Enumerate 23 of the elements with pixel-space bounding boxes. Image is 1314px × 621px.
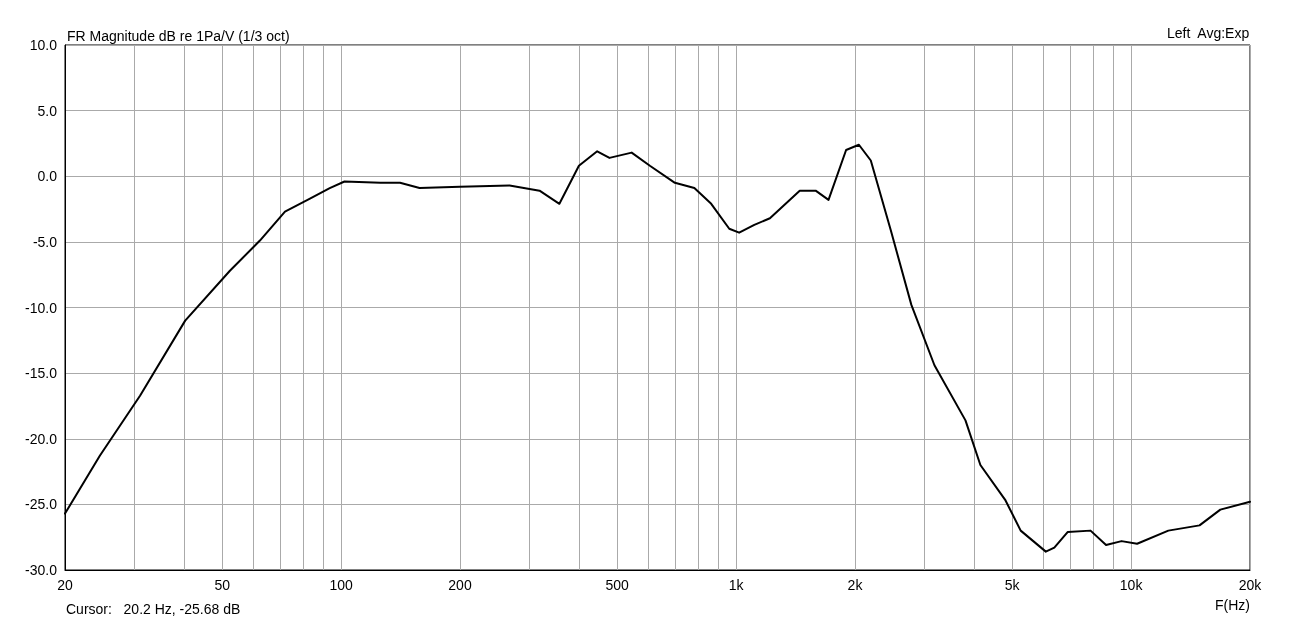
x-tick-label: 50: [214, 577, 231, 593]
x-axis-title: F(Hz): [1215, 597, 1250, 613]
chart-title: FR Magnitude dB re 1Pa/V (1/3 oct): [67, 28, 290, 44]
y-tick-label: 5.0: [37, 102, 58, 119]
x-tick-label: 5k: [1004, 577, 1021, 593]
x-tick-label: 2k: [847, 577, 864, 593]
x-tick-label: 20: [57, 577, 73, 593]
x-tick-label: 20k: [1238, 577, 1263, 593]
x-tick-label: 500: [605, 577, 630, 593]
y-tick-label: -25.0: [25, 496, 58, 513]
x-tick-label: 100: [329, 577, 353, 593]
y-tick-label: 0.0: [37, 168, 58, 185]
text: Cursor: 20.2 Hz, -25.68 dB: [66, 601, 241, 617]
y-tick-label: -10.0: [25, 299, 58, 316]
y-tick-label: -5.0: [32, 233, 58, 250]
text: Left Avg:Exp: [1166, 25, 1250, 41]
y-tick-label: -15.0: [25, 365, 58, 382]
y-tick-label: -20.0: [25, 430, 58, 447]
y-tick-label: 10.0: [29, 37, 58, 53]
y-tick-label: -30.0: [25, 562, 58, 578]
x-tick-label: 10k: [1119, 577, 1144, 593]
x-tick-label: 200: [448, 577, 472, 593]
x-tick-label: 1k: [728, 577, 745, 593]
